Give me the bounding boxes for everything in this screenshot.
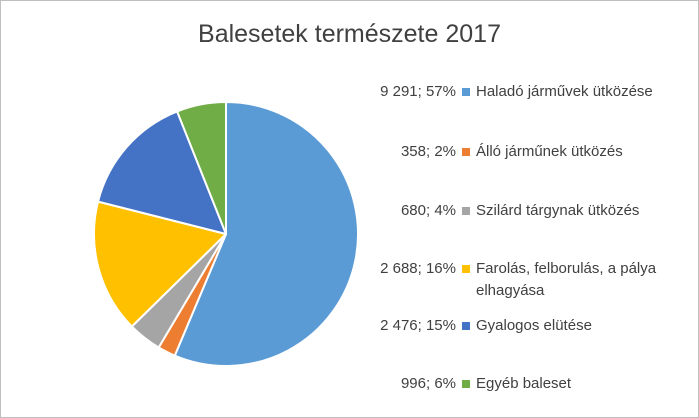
legend-label-szilard-targynak-utkozes: Szilárd tárgynak ütközés [476, 202, 639, 219]
legend-marker-gyalogos-elutese [462, 322, 470, 330]
legend-label-gyalogos-elutese: Gyalogos elütése [476, 317, 592, 334]
legend-label-farolas-felborulas-a-palya-elhagyasa-line-2: elhagyása [476, 282, 545, 299]
legend-marker-farolas-felborulas-a-palya-elhagyasa [462, 265, 470, 273]
legend-marker-szilard-targynak-utkozes [462, 207, 470, 215]
legend-marker-halado-jarmuvek-utkozese [462, 88, 470, 96]
legend-label-farolas-felborulas-a-palya-elhagyasa-line-1: Farolás, felborulás, a pálya [476, 260, 657, 277]
data-label-szilard-targynak-utkozes: 680; 4% [401, 202, 456, 219]
pie-slice-egyeb-baleset [176, 101, 227, 235]
pie-slice-halado-jarmuvek-utkozese [173, 101, 359, 367]
legend-label-egyeb-baleset: Egyéb baleset [476, 375, 572, 392]
legend-marker-allo-jarmunek-utkozes [462, 148, 470, 156]
data-label-egyeb-baleset: 996; 6% [401, 375, 456, 392]
data-label-allo-jarmunek-utkozes: 358; 2% [401, 143, 456, 160]
chart-title: Balesetek természete 2017 [198, 20, 501, 48]
legend-label-halado-jarmuvek-utkozese: Haladó járművek ütközése [476, 83, 653, 100]
legend-label-allo-jarmunek-utkozes: Álló járműnek ütközés [476, 143, 623, 160]
pie-slice-farolas-felborulas-a-palya-elhagyasa [93, 200, 227, 328]
pie-slice-gyalogos-elutese [97, 110, 227, 235]
data-label-farolas-felborulas-a-palya-elhagyasa: 2 688; 16% [380, 260, 456, 277]
legend-marker-egyeb-baleset [462, 380, 470, 388]
data-label-halado-jarmuvek-utkozese: 9 291; 57% [380, 83, 456, 100]
data-label-gyalogos-elutese: 2 476; 15% [380, 317, 456, 334]
